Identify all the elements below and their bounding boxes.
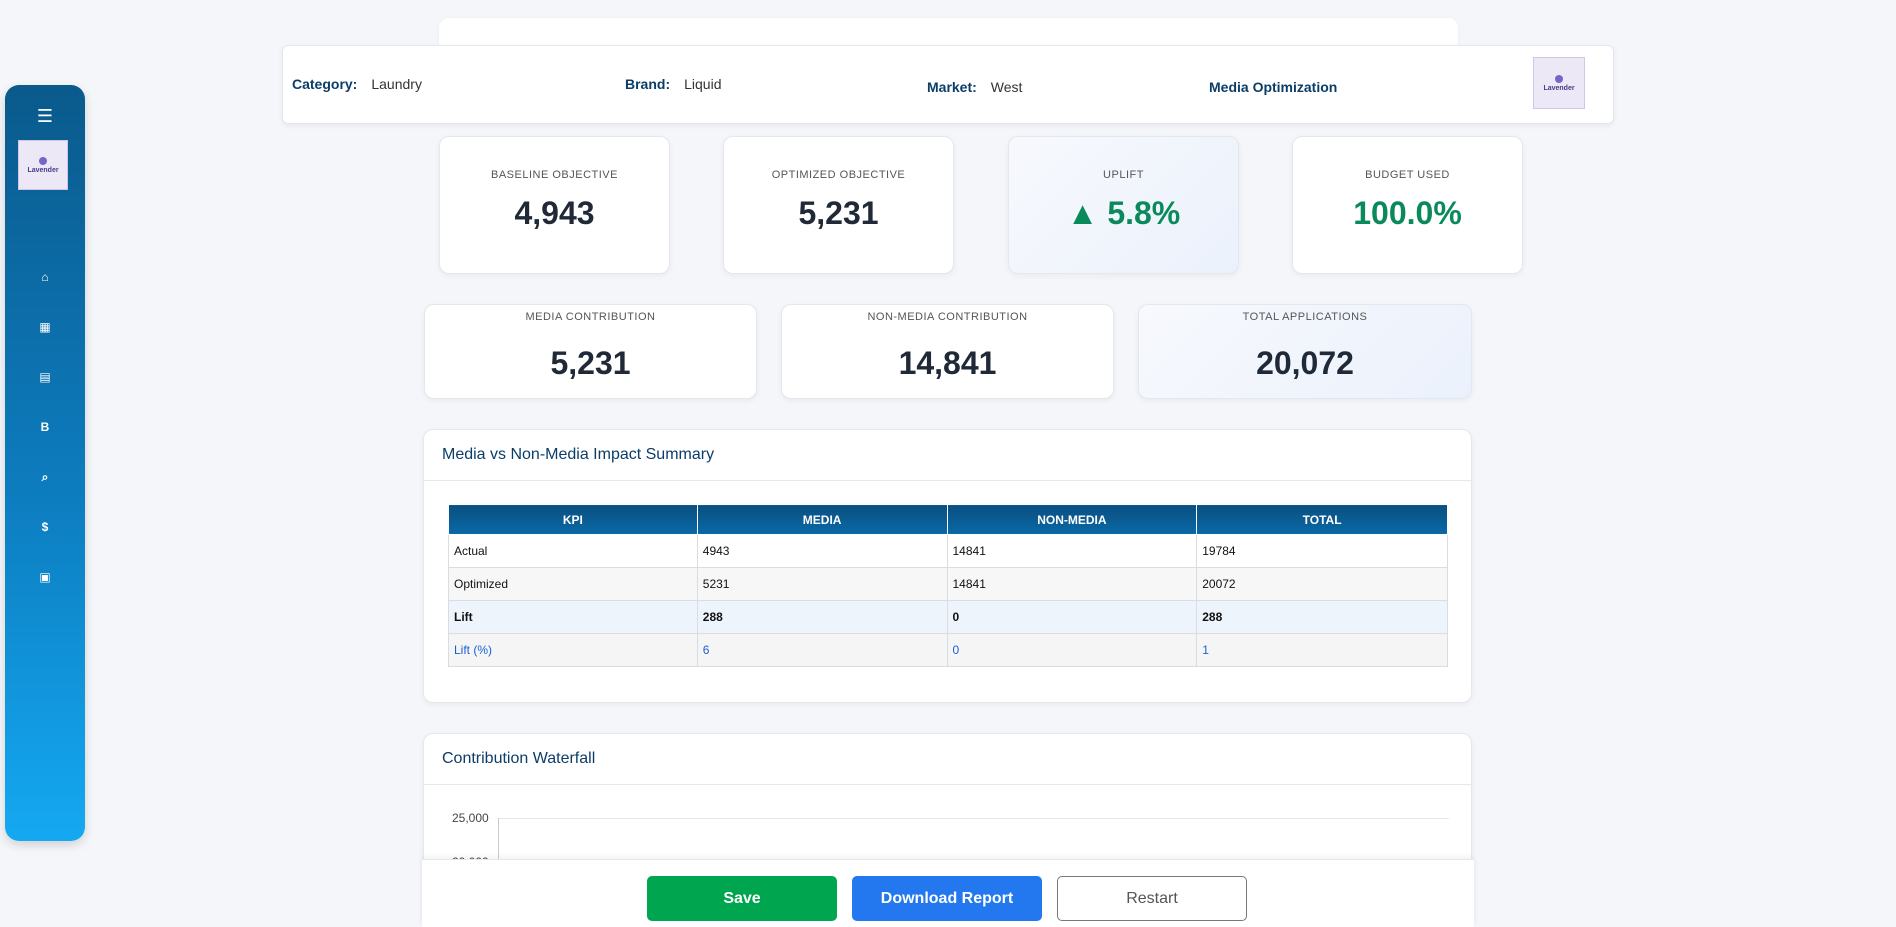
sidebar: ☰ Lavender ⌂ ▦ ▤ B ⌕ $ ▣ xyxy=(5,85,85,841)
table-cell: 0 xyxy=(946,633,1198,667)
market-value: West xyxy=(990,79,1023,95)
market-label: Market: xyxy=(927,79,977,95)
action-bar: Save Download Report Restart xyxy=(422,859,1474,927)
kpi-value: 14,841 xyxy=(898,345,997,381)
brand-value: Liquid xyxy=(684,76,722,92)
market-filter[interactable]: Market: West xyxy=(927,79,1022,95)
impact-table: KPI MEDIA NON-MEDIA TOTAL Actual 4943 14… xyxy=(448,504,1448,667)
dashboard-icon[interactable]: ▦ xyxy=(39,320,51,334)
kpi-total-applications: TOTAL APPLICATIONS 20,072 xyxy=(1138,304,1472,399)
restart-button[interactable]: Restart xyxy=(1057,876,1247,921)
header-logo: Lavender xyxy=(1533,57,1585,109)
table-cell: 0 xyxy=(946,600,1198,634)
kpi-value: 5,231 xyxy=(550,345,631,381)
kpi-label: TOTAL APPLICATIONS xyxy=(1242,311,1368,323)
kpi-baseline-objective: BASELINE OBJECTIVE 4,943 xyxy=(439,136,670,274)
table-cell: Lift (%) xyxy=(448,633,698,667)
table-cell: 5231 xyxy=(696,567,948,601)
kpi-budget-used: BUDGET USED 100.0% xyxy=(1292,136,1523,274)
dollar-icon[interactable]: $ xyxy=(41,520,49,534)
table-cell: 6 xyxy=(696,633,948,667)
lavender-logo-icon xyxy=(1555,74,1563,83)
table-row: Lift 288 0 288 xyxy=(448,600,1448,634)
kpi-label: UPLIFT xyxy=(1103,169,1144,181)
waterfall-y-tick: 25,000 xyxy=(452,811,489,825)
kpi-label: MEDIA CONTRIBUTION xyxy=(525,311,656,323)
kpi-label: OPTIMIZED OBJECTIVE xyxy=(771,169,906,181)
kpi-label: BASELINE OBJECTIVE xyxy=(491,169,618,181)
table-header-row: KPI MEDIA NON-MEDIA TOTAL xyxy=(448,504,1448,535)
kpi-uplift: UPLIFT ▲ 5.8% xyxy=(1008,136,1239,274)
table-row: Lift (%) 6 0 1 xyxy=(448,633,1448,667)
brand-label: Brand: xyxy=(625,76,671,92)
column-header: NON-MEDIA xyxy=(946,504,1198,535)
filter-bar: Category: Laundry Brand: Liquid Market: … xyxy=(282,45,1614,124)
table-cell: 14841 xyxy=(946,534,1198,568)
kpi-media-contribution: MEDIA CONTRIBUTION 5,231 xyxy=(424,304,757,399)
table-row: Optimized 5231 14841 20072 xyxy=(448,567,1448,601)
column-header: TOTAL xyxy=(1196,504,1448,535)
sidebar-logo-text: Lavender xyxy=(27,166,59,174)
save-button[interactable]: Save xyxy=(647,876,837,921)
table-cell: 20072 xyxy=(1196,567,1448,601)
kpi-value: 20,072 xyxy=(1256,345,1354,381)
page-title: Media Optimization xyxy=(1209,79,1338,95)
category-filter[interactable]: Category: Laundry xyxy=(292,76,422,92)
brand-icon[interactable]: B xyxy=(40,420,50,434)
table-cell: Lift xyxy=(448,600,698,634)
table-cell: 14841 xyxy=(946,567,1198,601)
sidebar-logo: Lavender xyxy=(18,140,68,190)
report-icon[interactable]: ▣ xyxy=(39,570,51,584)
kpi-label: BUDGET USED xyxy=(1365,169,1450,181)
kpi-value: 4,943 xyxy=(514,195,595,231)
impact-summary-panel: Media vs Non-Media Impact Summary KPI ME… xyxy=(423,429,1472,703)
document-icon[interactable]: ▤ xyxy=(39,370,51,384)
category-value: Laundry xyxy=(371,76,422,92)
kpi-label: NON-MEDIA CONTRIBUTION xyxy=(867,311,1028,323)
hamburger-icon[interactable]: ☰ xyxy=(36,105,54,126)
download-report-button[interactable]: Download Report xyxy=(852,876,1042,921)
table-cell: Actual xyxy=(448,534,698,568)
table-cell: 1 xyxy=(1196,633,1448,667)
header-logo-text: Lavender xyxy=(1543,84,1575,92)
category-label: Category: xyxy=(292,76,358,92)
table-cell: Optimized xyxy=(448,567,698,601)
brand-filter[interactable]: Brand: Liquid xyxy=(625,76,722,92)
table-cell: 288 xyxy=(1196,600,1448,634)
column-header: MEDIA xyxy=(696,504,948,535)
kpi-value: ▲ 5.8% xyxy=(1066,195,1181,231)
header-strip xyxy=(439,18,1458,48)
kpi-value: 100.0% xyxy=(1353,195,1462,231)
table-cell: 4943 xyxy=(696,534,948,568)
waterfall-gridline xyxy=(499,818,1449,819)
table-row: Actual 4943 14841 19784 xyxy=(448,534,1448,568)
table-cell: 288 xyxy=(696,600,948,634)
lavender-logo-icon xyxy=(39,156,47,165)
impact-summary-title: Media vs Non-Media Impact Summary xyxy=(424,430,1471,481)
kpi-optimized-objective: OPTIMIZED OBJECTIVE 5,231 xyxy=(723,136,954,274)
table-cell: 19784 xyxy=(1196,534,1448,568)
waterfall-title: Contribution Waterfall xyxy=(424,734,1471,785)
column-header: KPI xyxy=(448,504,698,535)
kpi-value: 5,231 xyxy=(798,195,879,231)
kpi-non-media-contribution: NON-MEDIA CONTRIBUTION 14,841 xyxy=(781,304,1114,399)
search-icon[interactable]: ⌕ xyxy=(41,469,49,484)
home-icon[interactable]: ⌂ xyxy=(41,270,49,284)
